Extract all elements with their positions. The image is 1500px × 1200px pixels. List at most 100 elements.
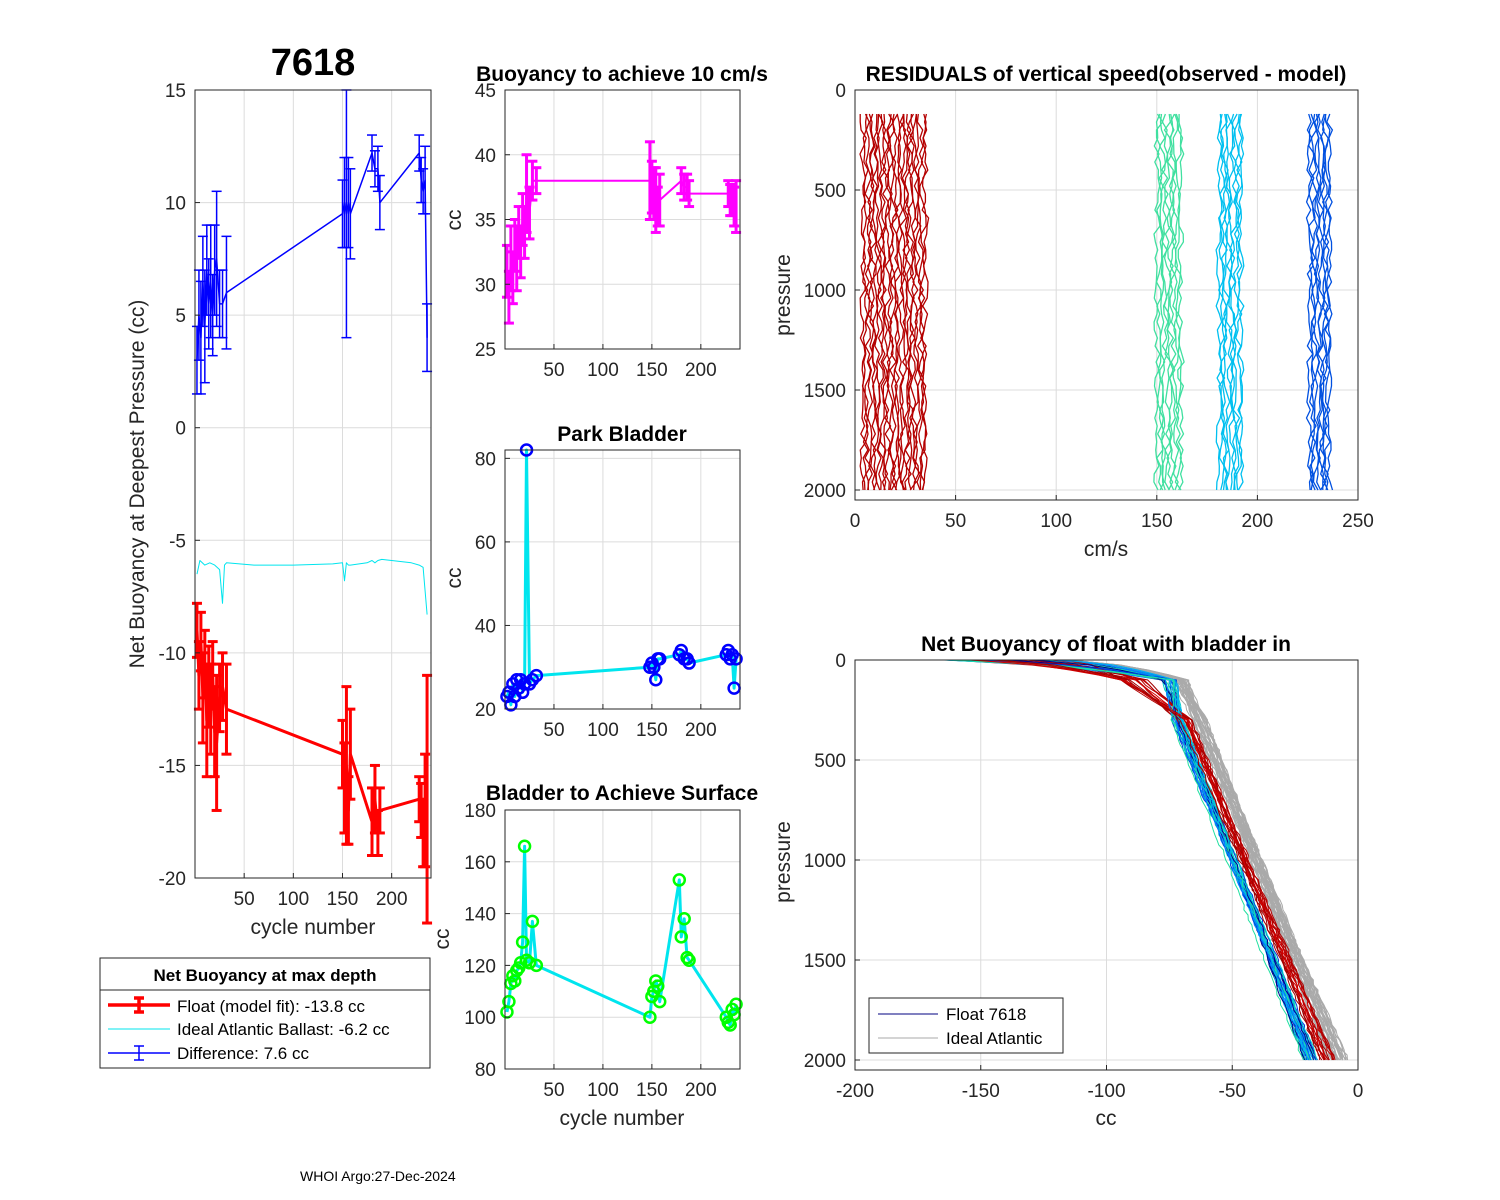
residual-profile	[886, 113, 895, 491]
surface-point	[674, 930, 688, 944]
buoyancy-errorbar	[654, 172, 665, 228]
residual-profile	[1237, 113, 1245, 491]
residual-profile	[916, 113, 925, 491]
residual-profile	[866, 113, 875, 491]
x-tick-label: 200	[685, 1080, 717, 1101]
surface-point	[682, 953, 696, 967]
bladder-surface-xlabel: cycle number	[560, 1107, 685, 1130]
residual-profile	[889, 113, 897, 491]
surface-point	[515, 935, 530, 949]
y-tick-label: 1500	[804, 381, 846, 402]
park-bladder-panel: 50 100 150 200 80 60 40 20 Park Bladder cc	[443, 423, 743, 741]
y-tick-label: -15	[159, 756, 186, 777]
residual-profile	[884, 113, 892, 491]
park-point	[652, 652, 667, 666]
residual-profile	[1321, 113, 1330, 491]
ideal-atlantic-profile	[1057, 659, 1342, 1061]
residual-profile	[864, 113, 872, 491]
y-tick-label: 25	[475, 340, 496, 361]
profile-legend-ideal-label: Ideal Atlantic	[946, 1029, 1043, 1048]
x-tick-label: 50	[234, 889, 255, 910]
x-tick-label: 200	[685, 360, 717, 381]
residuals-panel: 0 50 100 150 200 250 0 500 1000 1500 2000 RESIDUAL…	[772, 63, 1374, 561]
residual-profile	[911, 113, 920, 491]
y-tick-label: 0	[175, 419, 186, 440]
buoyancy-errorbar	[731, 179, 742, 234]
residual-profile	[1215, 113, 1223, 491]
x-tick-label: 150	[1141, 511, 1173, 532]
residuals-ylabel: pressure	[772, 254, 795, 336]
residual-profile	[1305, 113, 1314, 491]
y-tick-label: 60	[475, 533, 496, 554]
y-tick-label: 140	[464, 905, 496, 926]
net-buoyancy-ylabel: Net Buoyancy at Deepest Pressure (cc)	[126, 300, 149, 669]
float-7618-profile	[970, 659, 1325, 1061]
net-buoyancy-profile-ylabel: pressure	[772, 821, 795, 903]
surface-point	[677, 912, 691, 926]
park-point	[729, 652, 743, 666]
surface-point	[643, 1010, 657, 1024]
residual-profile	[859, 114, 867, 491]
bladder-surface-ylabel: cc	[431, 929, 454, 950]
residual-profile	[1315, 113, 1322, 491]
y-tick-label: 1000	[804, 281, 846, 302]
surface-point	[729, 997, 743, 1011]
difference-errorbar	[343, 156, 354, 249]
surface-point	[651, 979, 665, 993]
float-7618-profile	[992, 659, 1334, 1061]
residual-profile	[1232, 113, 1241, 491]
x-tick-label: 0	[850, 511, 861, 532]
float-line	[195, 630, 429, 835]
net-buoyancy-profile-panel: -200 -150 -100 -50 0 0 500 1000 1500 2000 Net Buo…	[772, 633, 1363, 1130]
legend-difference-label: Difference: 7.6 cc	[177, 1044, 309, 1063]
float-errorbar	[221, 662, 232, 756]
x-tick-label: 100	[587, 1080, 619, 1101]
residual-profile	[1312, 113, 1321, 491]
float-7618-profile	[997, 659, 1325, 1061]
y-tick-label: 5	[175, 306, 186, 327]
y-tick-label: 1000	[804, 851, 846, 872]
y-tick-label: -5	[169, 531, 186, 552]
park-bladder-ylabel: cc	[443, 568, 466, 589]
residual-profile	[1228, 113, 1236, 491]
net-buoyancy-axes-box	[194, 89, 432, 879]
x-tick-label: 50	[543, 720, 564, 741]
y-tick-label: 40	[475, 616, 496, 637]
y-tick-label: 100	[464, 1008, 496, 1029]
residual-profile	[1168, 113, 1177, 491]
x-tick-label: 200	[1242, 511, 1274, 532]
float-errorbar	[422, 673, 433, 925]
residual-profile	[899, 113, 907, 491]
x-tick-label: -50	[1219, 1081, 1246, 1102]
buoyancy-errorbar	[650, 166, 661, 234]
buoyancy-10cms-ylabel: cc	[443, 210, 466, 231]
difference-errorbar	[221, 235, 232, 350]
y-tick-label: -20	[159, 869, 186, 890]
y-tick-label: 45	[475, 81, 496, 102]
legend-difference-swatch	[108, 1045, 170, 1061]
net-buoyancy-profile-xlabel: cc	[1096, 1107, 1117, 1130]
x-tick-label: 150	[636, 720, 668, 741]
x-tick-label: 150	[327, 889, 359, 910]
y-tick-label: 40	[475, 146, 496, 167]
residual-profile	[1229, 113, 1238, 491]
x-tick-label: 150	[636, 360, 668, 381]
park-bladder-title: Park Bladder	[557, 423, 687, 446]
residual-profile	[879, 113, 887, 491]
residuals-axes-box	[854, 89, 1359, 501]
park-point	[529, 668, 544, 683]
x-tick-label: 100	[587, 360, 619, 381]
x-tick-label: 50	[945, 511, 966, 532]
residuals-title: RESIDUALS of vertical speed(observed - m…	[866, 63, 1347, 86]
legend-float-label: Float (model fit): -13.8 cc	[177, 997, 366, 1016]
float-errorbar	[374, 786, 385, 835]
residual-profile	[1171, 113, 1180, 491]
footer-caption: WHOI Argo:27-Dec-2024	[300, 1168, 456, 1184]
x-tick-label: -100	[1087, 1081, 1125, 1102]
y-tick-label: 120	[464, 956, 496, 977]
x-tick-label: 100	[587, 720, 619, 741]
legend-float-swatch	[108, 996, 170, 1014]
residual-profile	[1153, 113, 1161, 491]
net-buoyancy-legend: Net Buoyancy at max depth Float (model f…	[99, 957, 431, 1069]
